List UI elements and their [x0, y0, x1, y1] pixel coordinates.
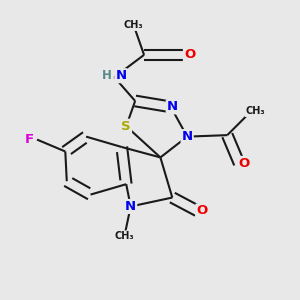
Text: N: N: [182, 130, 193, 143]
Text: CH₃: CH₃: [124, 20, 143, 30]
Text: O: O: [184, 48, 195, 62]
Text: CH₃: CH₃: [246, 106, 265, 116]
Text: F: F: [25, 133, 34, 146]
Text: N: N: [167, 100, 178, 113]
Text: CH₃: CH₃: [115, 231, 134, 241]
Text: H: H: [102, 69, 112, 82]
Text: O: O: [196, 204, 208, 218]
Text: O: O: [238, 157, 249, 170]
Text: S: S: [122, 120, 131, 133]
Text: N: N: [125, 200, 136, 213]
Text: N: N: [115, 69, 126, 82]
